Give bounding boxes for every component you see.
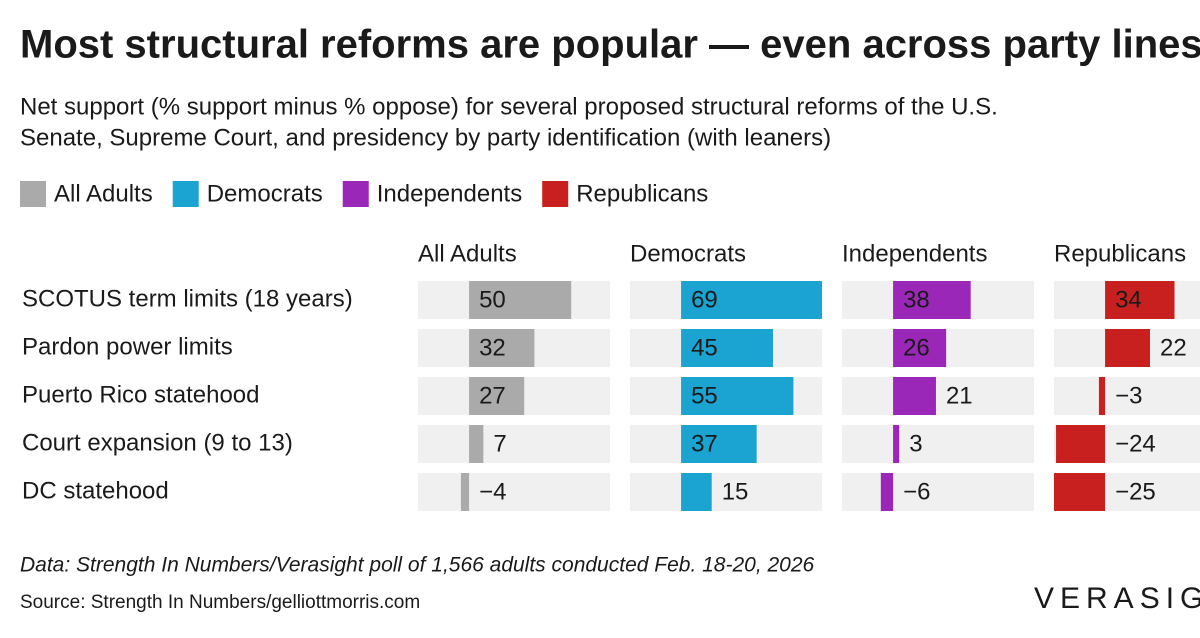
category-label: Puerto Rico statehood xyxy=(22,381,259,408)
legend-label: All Adults xyxy=(54,180,153,207)
legend-label: Independents xyxy=(377,180,522,207)
bar xyxy=(469,377,525,415)
value-label: −6 xyxy=(903,478,930,505)
panel-header: Independents xyxy=(842,240,987,267)
chart-subtitle: Net support (% support minus % oppose) f… xyxy=(20,93,998,120)
value-label: 50 xyxy=(479,286,506,313)
bar xyxy=(681,329,773,367)
value-label: −25 xyxy=(1115,478,1156,505)
value-label: 32 xyxy=(479,334,506,361)
bar xyxy=(681,425,757,463)
panel-header: Democrats xyxy=(630,240,746,267)
panel-background xyxy=(630,473,822,511)
legend-swatch xyxy=(542,181,569,207)
note: Data: Strength In Numbers/Verasight poll… xyxy=(20,554,815,577)
value-label: 69 xyxy=(691,286,718,313)
panel-background xyxy=(842,425,1034,463)
bar xyxy=(1105,281,1175,319)
legend-swatch xyxy=(20,181,46,207)
panel-background xyxy=(1054,377,1200,415)
value-label: −24 xyxy=(1115,430,1156,457)
value-label: 21 xyxy=(946,382,973,409)
category-label: DC statehood xyxy=(22,477,169,504)
chart-subtitle: Senate, Supreme Court, and presidency by… xyxy=(20,124,831,151)
value-label: 26 xyxy=(903,334,930,361)
value-label: 7 xyxy=(493,430,506,457)
bar xyxy=(469,329,535,367)
bar xyxy=(880,473,894,511)
value-label: 15 xyxy=(722,478,749,505)
bar xyxy=(1098,377,1106,415)
legend-swatch xyxy=(342,181,369,207)
panel-background xyxy=(418,425,610,463)
panel-background xyxy=(842,377,1034,415)
bar xyxy=(469,281,572,319)
chart-title: Most structural reforms are popular — ev… xyxy=(20,23,1200,67)
legend-label: Republicans xyxy=(576,180,708,207)
bar xyxy=(1105,329,1150,367)
category-label: Pardon power limits xyxy=(22,333,233,360)
legend-label: Democrats xyxy=(207,180,323,207)
value-label: 34 xyxy=(1115,286,1142,313)
value-label: 27 xyxy=(479,382,506,409)
bar xyxy=(460,473,470,511)
bar xyxy=(893,377,936,415)
panel-header: All Adults xyxy=(418,240,517,267)
panel-background xyxy=(418,473,610,511)
logo: VERASIGHT xyxy=(1034,582,1200,615)
value-label: 37 xyxy=(691,430,718,457)
bar xyxy=(681,473,712,511)
value-label: 55 xyxy=(691,382,718,409)
panel-background xyxy=(842,473,1034,511)
bar xyxy=(681,377,794,415)
bar xyxy=(893,425,900,463)
category-label: Court expansion (9 to 13) xyxy=(22,429,293,456)
category-label: SCOTUS term limits (18 years) xyxy=(22,285,353,312)
bar xyxy=(1056,425,1106,463)
value-label: 38 xyxy=(903,286,930,313)
value-label: 22 xyxy=(1160,334,1187,361)
panel-header: Republicans xyxy=(1054,240,1186,267)
value-label: −3 xyxy=(1115,382,1142,409)
legend-swatch xyxy=(172,181,199,207)
source: Source: Strength In Numbers/gelliottmorr… xyxy=(20,592,420,613)
bar xyxy=(681,281,822,319)
bar xyxy=(1054,473,1106,511)
value-label: 3 xyxy=(909,430,922,457)
bar xyxy=(893,281,971,319)
bar xyxy=(469,425,484,463)
value-label: −4 xyxy=(479,478,506,505)
value-label: 45 xyxy=(691,334,718,361)
bar xyxy=(893,329,947,367)
